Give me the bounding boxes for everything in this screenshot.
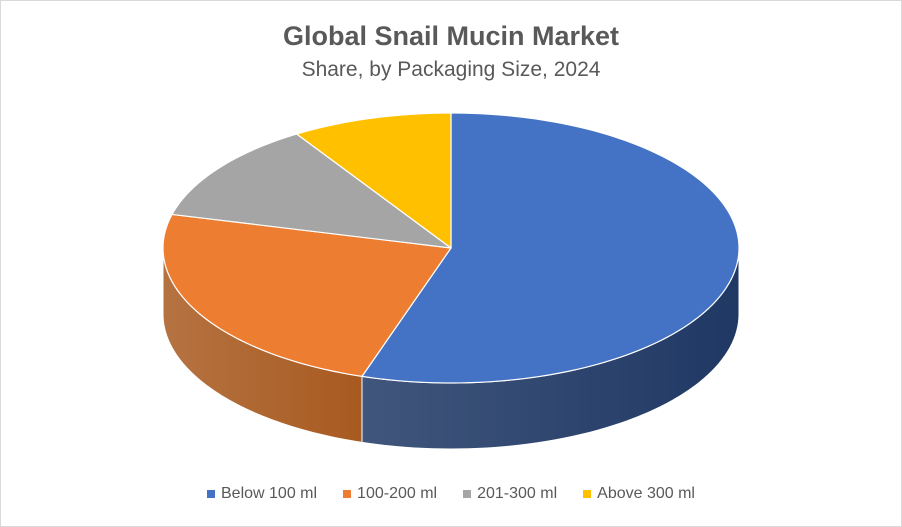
legend-label: Above 300 ml	[597, 485, 695, 502]
legend-label: 100-200 ml	[357, 485, 438, 502]
chart-title: Global Snail Mucin Market	[282, 21, 620, 51]
chart-subtitle: Share, by Packaging Size, 2024	[301, 58, 601, 81]
legend-swatch	[343, 490, 352, 498]
legend-swatch	[207, 490, 215, 498]
legend-item-above-300-ml: Above 300 ml	[583, 485, 695, 503]
chart-legend: Below 100 ml 100-200 ml 201-300 ml Above 30…	[1, 485, 901, 503]
pie-chart	[162, 112, 740, 450]
legend-swatch	[583, 490, 592, 498]
pie-slice-100-200-ml	[162, 213, 452, 377]
legend-swatch	[463, 490, 472, 498]
legend-item-201-300-ml: 201-300 ml	[463, 485, 557, 503]
legend-label: Below 100 ml	[221, 485, 318, 502]
legend-item-below-100-ml: Below 100 ml	[207, 485, 317, 503]
pie-slice-201-300-ml	[171, 133, 452, 249]
legend-item-100-200-ml: 100-200 ml	[343, 485, 437, 503]
pie-slice-below-100-ml	[361, 112, 740, 384]
legend-label: 201-300 ml	[477, 485, 558, 502]
pie-slice-above-300-ml	[296, 112, 452, 249]
pie-tops	[162, 112, 740, 384]
